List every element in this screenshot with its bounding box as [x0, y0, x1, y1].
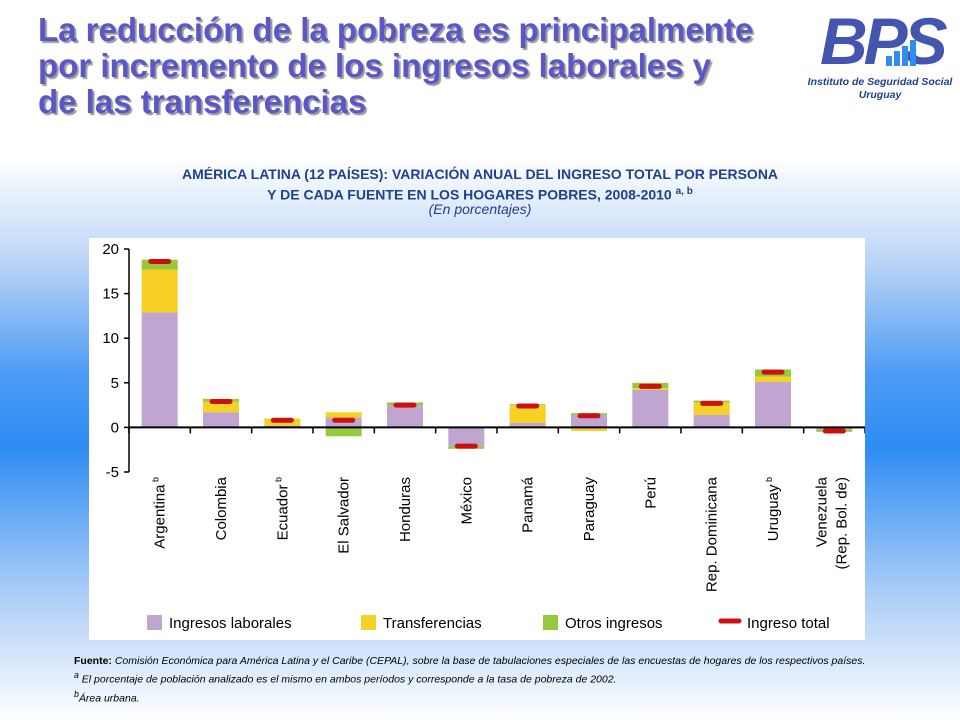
legend-label: Otros ingresos [565, 615, 663, 632]
bar-segment [755, 381, 791, 428]
legend-label: Ingresos laborales [169, 615, 292, 632]
y-tick-label: 10 [102, 330, 119, 347]
y-tick-label: 0 [111, 419, 119, 436]
source-label: Fuente: [74, 655, 112, 667]
category-label: Rep. Dominicana [704, 476, 721, 592]
note-a: a El porcentaje de población analizado e… [74, 668, 896, 687]
page-title: La reducción de la pobreza es principalm… [38, 12, 798, 120]
bar-segment [509, 422, 546, 428]
category-label-sup: b [273, 477, 283, 485]
bar-segment [693, 414, 730, 428]
bar-segment [387, 405, 423, 428]
note-b-mark: b [74, 688, 79, 699]
bar-segment [755, 376, 791, 382]
legend-label: Ingreso total [747, 615, 830, 632]
legend-swatch [543, 615, 558, 630]
y-tick-label: -5 [106, 464, 119, 481]
chart-notes: Fuente: Comisión Económica para América … [74, 654, 896, 705]
bar-segment [448, 427, 485, 447]
title-line-2: por incremento de los ingresos laborales… [38, 47, 712, 84]
bar-segment [571, 427, 607, 431]
category-label: Venezuela [813, 476, 830, 547]
logo-bars-icon [886, 40, 916, 66]
chart-heading-line2: Y DE CADA FUENTE EN LOS HOGARES POBRES, … [80, 183, 880, 204]
category-label: Honduras [397, 477, 414, 542]
bar-segment [632, 388, 669, 390]
bar-segment [141, 312, 178, 428]
category-label: Uruguay b [764, 477, 782, 541]
category-label: Panamá [520, 476, 537, 533]
y-tick-label: 15 [102, 286, 119, 303]
category-label-sup: b [151, 477, 161, 485]
logo-subtitle-line2: Uruguay [858, 89, 902, 101]
bar-segment [203, 401, 239, 413]
logo-subtitle: Instituto de Seguridad Social Uruguay [800, 76, 960, 102]
category-label: Ecuador b [273, 477, 291, 540]
note-a-text: El porcentaje de población analizado es … [81, 673, 617, 686]
chart-panel: 20 15 10 5 0 -5 Argentina b Colombia Ecuador b El… [89, 238, 866, 640]
category-label: Argentina b [151, 477, 169, 549]
source-text: Comisión Económica para América Latina y… [114, 655, 866, 667]
chart-heading-sup: a, b [675, 186, 693, 197]
legend-swatch [361, 615, 376, 630]
category-label: Perú [642, 477, 659, 509]
category-label-sup: b [764, 477, 774, 485]
chart-heading: AMÉRICA LATINA (12 PAÍSES): VARIACIÓN AN… [80, 165, 880, 204]
bar-segment [325, 412, 362, 418]
category-label: Paraguay [581, 477, 598, 542]
logo-subtitle-line1: Instituto de Seguridad Social [807, 76, 953, 88]
note-a-mark: a [74, 670, 79, 680]
y-tick-label: 5 [111, 375, 119, 392]
legend-label: Transferencias [383, 615, 482, 632]
bar-segment [203, 412, 239, 428]
bar-segment [141, 269, 178, 313]
category-label: Colombia [213, 476, 230, 540]
chart-heading-line1: AMÉRICA LATINA (12 PAÍSES): VARIACIÓN AN… [181, 166, 779, 182]
source-note: Fuente: Comisión Económica para América … [74, 654, 896, 668]
bar-segment [141, 259, 178, 270]
category-label-line2: (Rep. Bol. de) [833, 477, 850, 570]
logo-text: BPS [820, 6, 948, 76]
bar-chart: 20 15 10 5 0 -5 Argentina b Colombia Ecuador b El… [102, 241, 866, 632]
title-line-3: de las transferencias [38, 83, 367, 120]
chart-subtitle: (En porcentajes) [428, 201, 532, 217]
y-tick-label: 20 [102, 241, 119, 258]
category-label: El Salvador [336, 477, 353, 554]
bps-logo-mark: BPS [820, 6, 952, 76]
bar-segment [509, 405, 546, 423]
chart-heading-line2-text: Y DE CADA FUENTE EN LOS HOGARES POBRES, … [267, 186, 672, 203]
bar-segment [632, 389, 669, 428]
note-b: bÁrea urbana. [74, 687, 896, 706]
bar-segment [325, 427, 362, 437]
bps-logo: BPS Instituto de Seguridad Social Urugua… [800, 6, 960, 106]
note-b-text: Área urbana. [78, 692, 140, 704]
category-label: México [458, 477, 475, 525]
legend-swatch [147, 615, 162, 630]
title-line-1: La reducción de la pobreza es principalm… [38, 11, 754, 48]
